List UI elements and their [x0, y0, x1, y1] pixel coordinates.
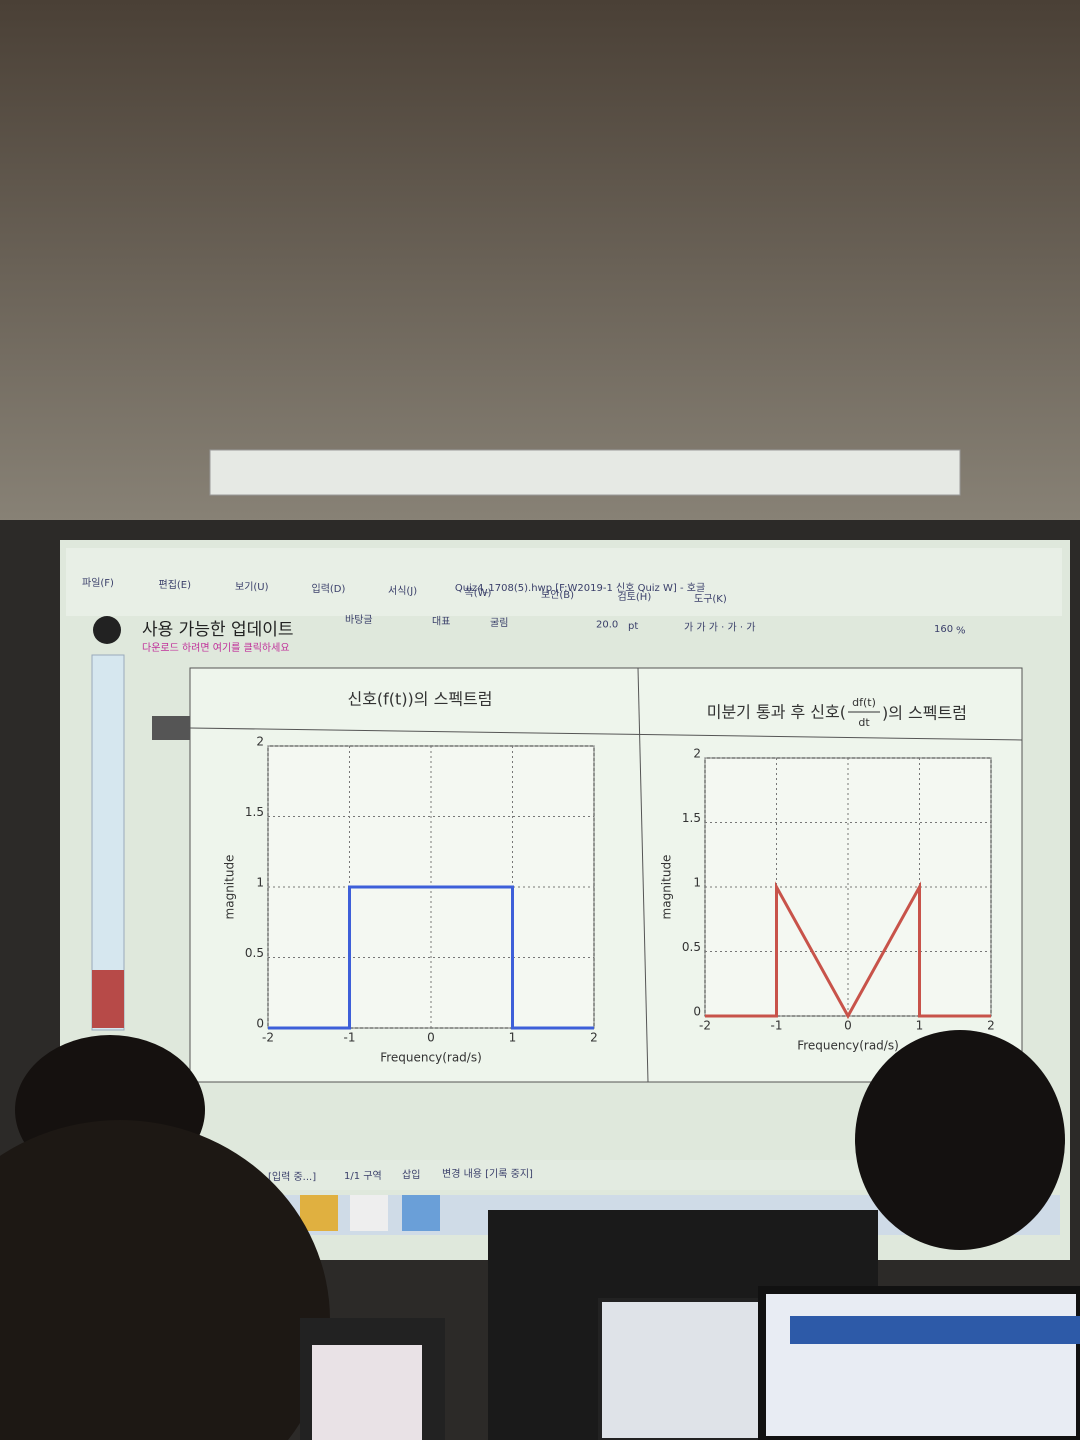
update-subtitle[interactable]: 다운로드 하려면 여기를 클릭하세요 — [142, 641, 290, 654]
y-tick-label: 1 — [256, 876, 264, 890]
update-icon[interactable] — [93, 616, 121, 644]
y-tick-label: 1.5 — [682, 811, 701, 825]
chart-title: 미분기 통과 후 신호( — [707, 703, 846, 722]
y-tick-label: 0.5 — [682, 940, 701, 954]
table-divider — [189, 727, 1023, 741]
app-toolbar — [66, 548, 1062, 616]
window-title: Quiz4_1708(5).hwp [F:W2019-1 신호 Quiz W] … — [455, 582, 705, 594]
taskbar-app[interactable] — [300, 1195, 338, 1231]
table-divider — [637, 667, 649, 1083]
y-tick-label: 0.5 — [245, 946, 264, 960]
data-line — [705, 881, 991, 1020]
menu-item[interactable]: 보기(U) — [235, 581, 269, 593]
menu-item[interactable]: 보안(B) — [541, 589, 574, 601]
y-tick-label: 2 — [693, 747, 701, 761]
pen-toolbar — [91, 654, 125, 1031]
x-tick-label: 2 — [590, 1031, 598, 1045]
y-tick-label: 1 — [693, 876, 701, 890]
menu-item[interactable]: 쪽(W) — [465, 587, 492, 599]
menu-item[interactable]: 입력(D) — [312, 582, 346, 595]
chart-title: )의 스펙트럼 — [882, 704, 967, 723]
x-tick-label: -1 — [344, 1031, 356, 1045]
chart-title-numerator: df(t) — [852, 696, 876, 709]
status-item: [입력 중...] — [268, 1170, 316, 1183]
menu-item[interactable]: 서식(J) — [388, 585, 417, 597]
monitor — [758, 1286, 1080, 1440]
color-palette — [92, 970, 124, 1028]
y-tick-label: 2 — [256, 735, 264, 749]
x-tick-label: -1 — [771, 1019, 783, 1033]
monitor-screen — [312, 1345, 422, 1440]
data-line — [268, 885, 594, 1030]
y-tick-label: 0 — [256, 1017, 264, 1031]
x-tick-label: 1 — [916, 1019, 924, 1033]
update-title[interactable]: 사용 가능한 업데이트 — [142, 620, 294, 640]
chart-title: 신호(f(t))의 스펙트럼 — [347, 690, 492, 709]
toolbar-item[interactable]: 바탕글 — [345, 614, 373, 626]
y-axis-label: magnitude — [223, 855, 237, 920]
status-item: 삽입 — [402, 1168, 420, 1181]
toolbar-item[interactable]: % — [956, 626, 966, 637]
x-axis-label: Frequency(rad/s) — [380, 1051, 482, 1065]
x-axis-label: Frequency(rad/s) — [797, 1039, 899, 1053]
y-axis-label: magnitude — [660, 855, 674, 920]
menu-item[interactable]: 편집(E) — [159, 579, 192, 591]
taskbar-app[interactable] — [350, 1195, 388, 1231]
x-tick-label: 1 — [509, 1031, 517, 1045]
toolbar-item[interactable]: 대표 — [432, 616, 450, 628]
x-tick-label: 0 — [427, 1031, 435, 1045]
chart-title-denominator: dt — [858, 716, 870, 729]
status-item: 1/1 구역 — [344, 1170, 382, 1182]
audience-head — [0, 1120, 330, 1440]
menu-item[interactable]: 도구(K) — [694, 594, 727, 605]
monitor — [598, 1298, 767, 1440]
toolbar-item[interactable]: 20.0 — [596, 620, 618, 631]
toolbar-item[interactable]: 160 — [934, 624, 953, 635]
toolbar-item[interactable]: 굴림 — [490, 617, 508, 629]
y-tick-label: 1.5 — [245, 805, 264, 819]
monitor-ribbon — [790, 1316, 1080, 1344]
menu-item[interactable]: 파일(F) — [82, 577, 114, 589]
x-tick-label: -2 — [262, 1031, 274, 1045]
toolbar-item[interactable]: 가 가 가 · 가 · 가 — [684, 622, 755, 634]
toolbar-item[interactable]: pt — [628, 621, 638, 632]
x-tick-label: 2 — [987, 1019, 995, 1033]
menu-item[interactable]: 검토(H) — [618, 591, 652, 603]
y-tick-label: 0 — [693, 1005, 701, 1019]
x-tick-label: -2 — [699, 1019, 711, 1033]
status-item: 변경 내용 [기록 중지] — [442, 1167, 533, 1180]
x-tick-label: 0 — [844, 1019, 852, 1033]
taskbar-app[interactable] — [402, 1195, 440, 1231]
audience-head — [855, 1030, 1065, 1250]
plot-area — [704, 757, 992, 1017]
ceiling-light — [209, 449, 961, 496]
